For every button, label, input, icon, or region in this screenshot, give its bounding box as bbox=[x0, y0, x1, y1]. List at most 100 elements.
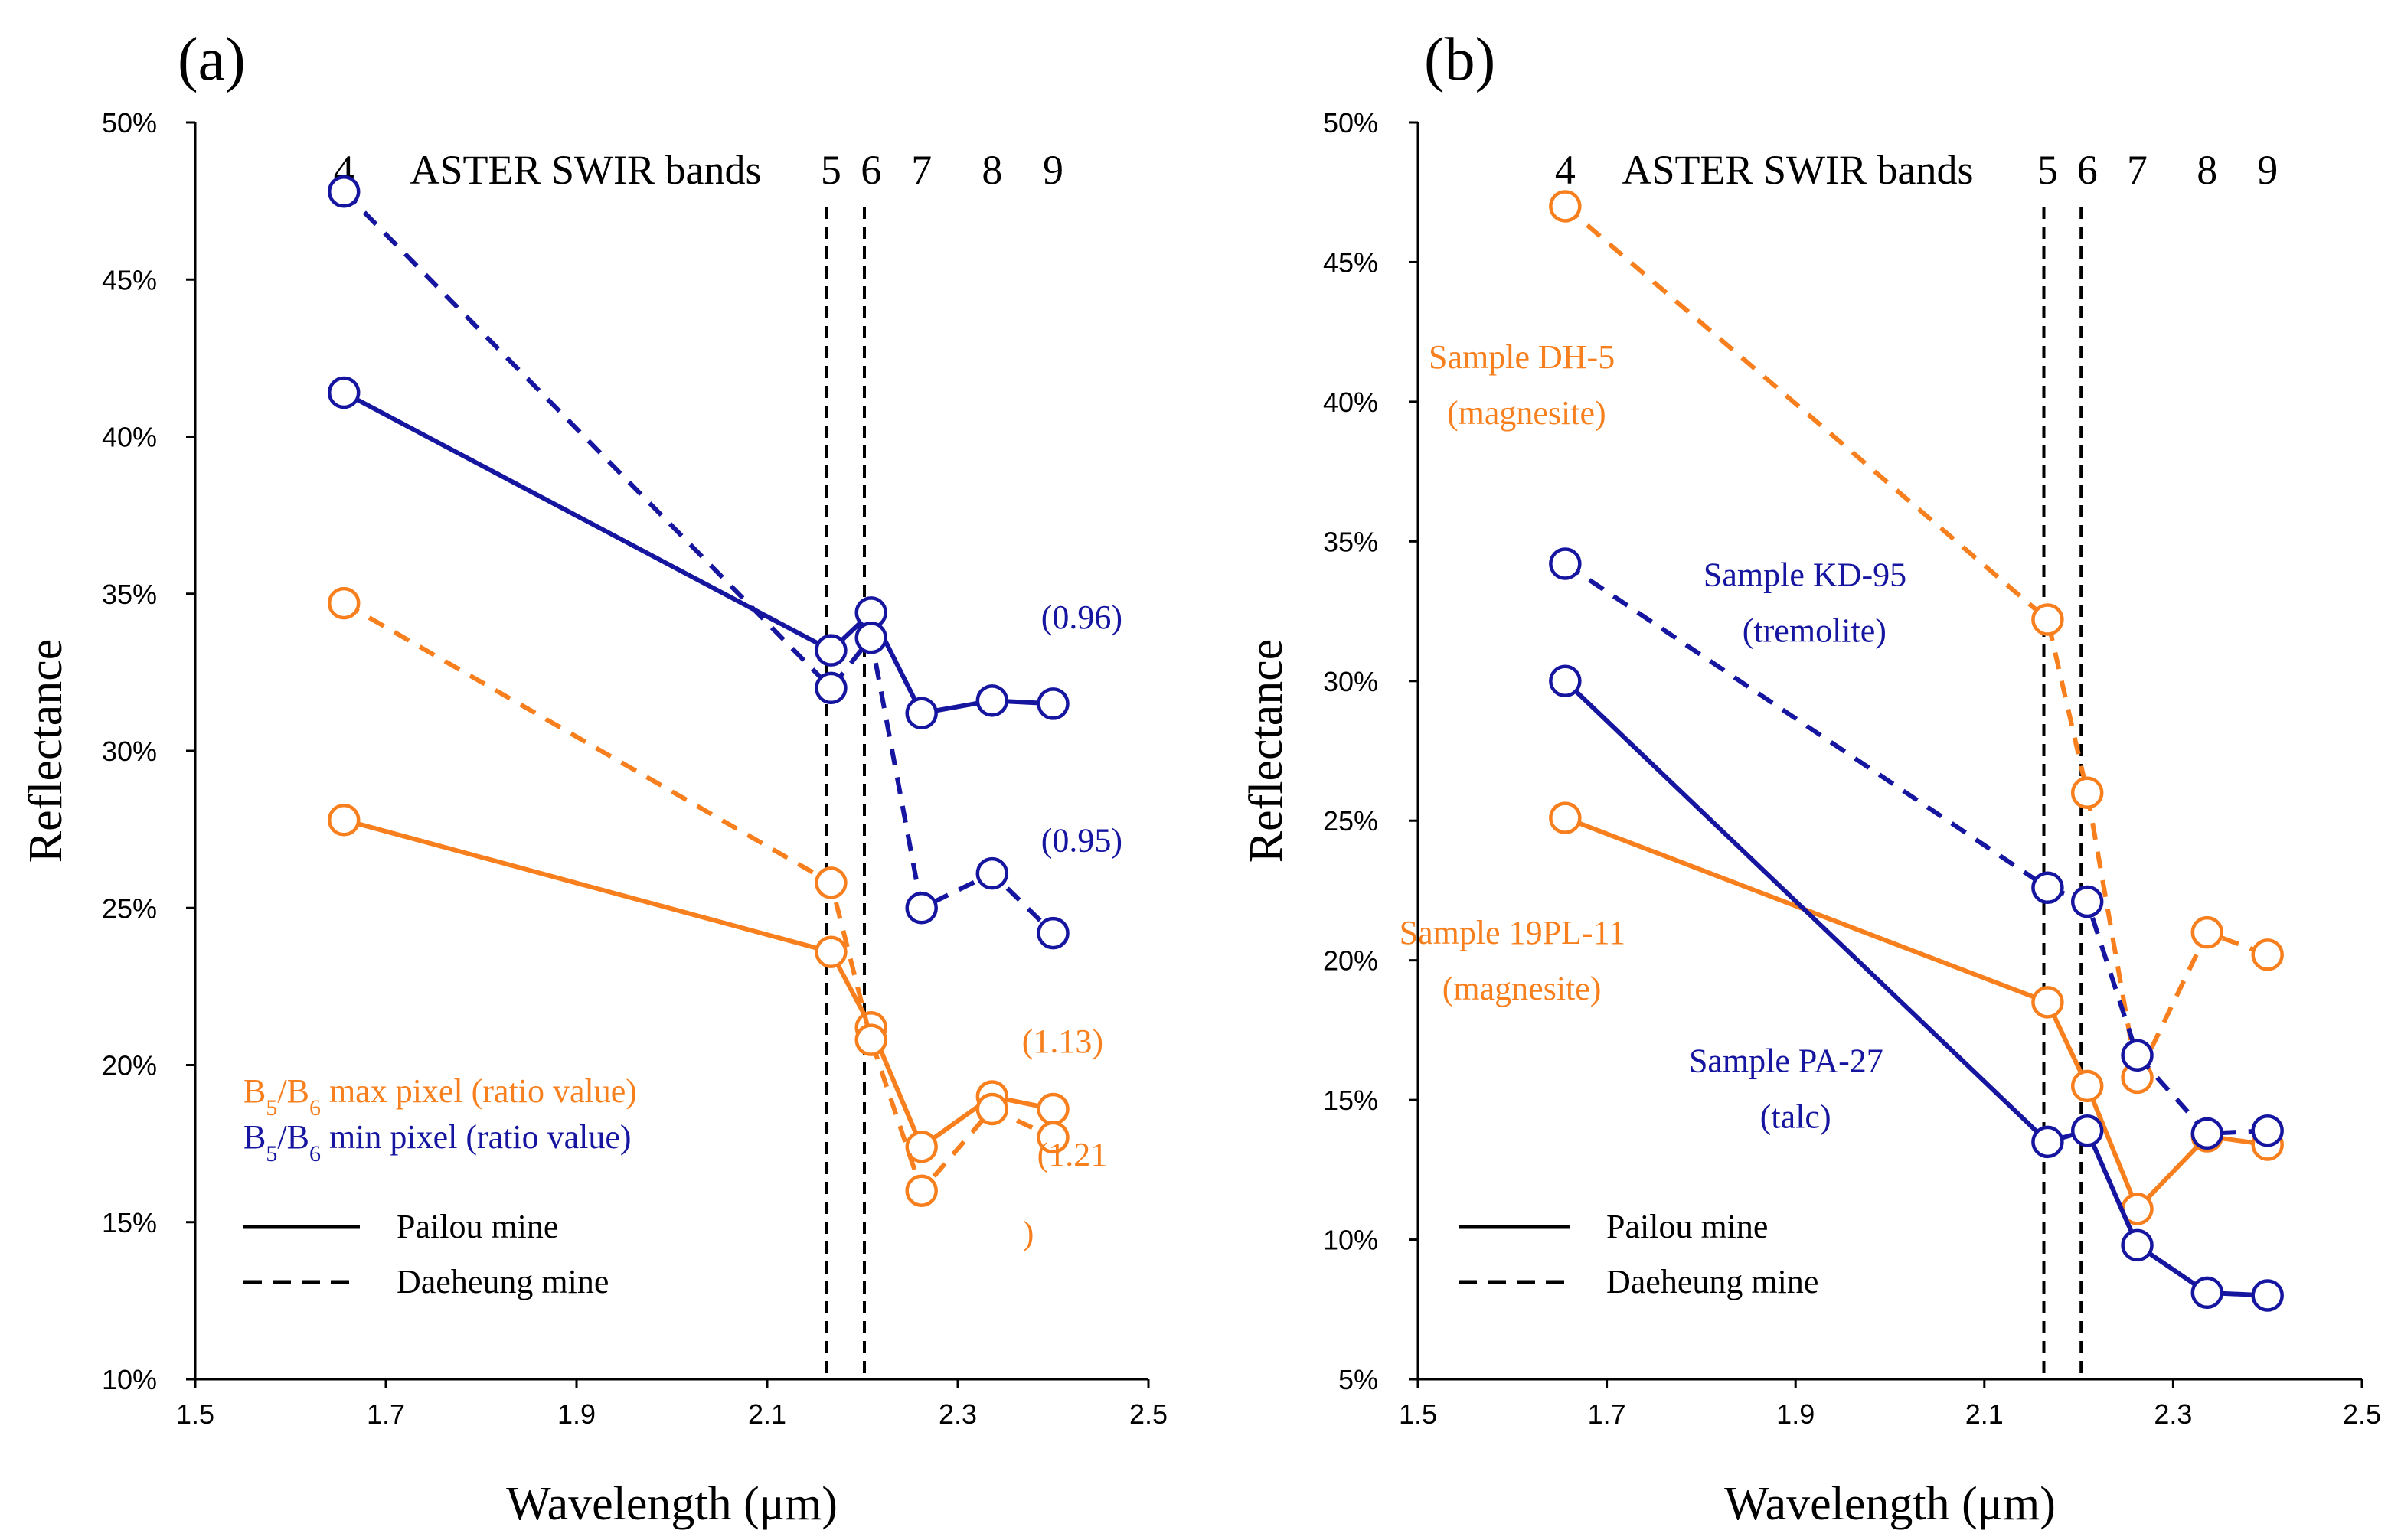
annotation-label: (magnesite) bbox=[1442, 970, 1602, 1007]
band-number-label: 5 bbox=[2037, 147, 2058, 193]
series-line-0 bbox=[1563, 204, 2269, 1080]
data-point-marker bbox=[854, 621, 887, 654]
x-tick-label: 2.1 bbox=[1965, 1398, 2004, 1430]
y-tick-label: 5% bbox=[1338, 1364, 1378, 1395]
band-number-label: 6 bbox=[2077, 147, 2098, 193]
data-point-marker bbox=[905, 1130, 938, 1163]
x-tick-label: 1.7 bbox=[1588, 1398, 1626, 1430]
data-point-marker bbox=[854, 1023, 887, 1056]
data-point-marker bbox=[327, 175, 361, 208]
data-point-marker bbox=[815, 866, 848, 899]
legend-text-part: min pixel (ratio value) bbox=[321, 1118, 632, 1156]
x-tick-label: 2.5 bbox=[1129, 1398, 1168, 1430]
data-point-marker bbox=[2190, 915, 2224, 949]
data-point-marker bbox=[2251, 938, 2284, 971]
data-point-marker bbox=[815, 634, 848, 667]
band-number-label: 9 bbox=[2257, 147, 2278, 193]
legend-subscript: 5 bbox=[266, 1095, 277, 1121]
x-tick-label: 2.3 bbox=[2154, 1398, 2192, 1430]
legend-subscript: 5 bbox=[266, 1141, 277, 1166]
annotation-label: (1.21 bbox=[1037, 1136, 1108, 1173]
legend-subscript: 6 bbox=[309, 1141, 321, 1166]
y-axis-title: Reflectance bbox=[20, 639, 72, 863]
band-number-label: 7 bbox=[2127, 147, 2148, 193]
y-tick-label: 25% bbox=[1323, 805, 1378, 837]
annotation-label: Sample DH-5 bbox=[1429, 338, 1615, 376]
data-point-marker bbox=[1037, 687, 1070, 720]
band-number-label: 8 bbox=[982, 147, 1002, 193]
annotation-label: Sample KD-95 bbox=[1704, 556, 1906, 594]
data-point-marker bbox=[2031, 871, 2064, 905]
band-number-label: 7 bbox=[911, 147, 932, 193]
legend-line-label: Daeheung mine bbox=[1606, 1263, 1818, 1300]
data-point-marker bbox=[2121, 1228, 2154, 1262]
series-line-1 bbox=[342, 190, 1055, 935]
panel-label: (a) bbox=[178, 26, 246, 93]
data-point-marker bbox=[2251, 1114, 2284, 1147]
y-tick-label: 10% bbox=[1323, 1225, 1378, 1256]
x-tick-label: 1.9 bbox=[557, 1398, 596, 1430]
panel-label: (b) bbox=[1424, 26, 1495, 93]
data-point-marker bbox=[2031, 986, 2064, 1019]
data-point-marker bbox=[975, 684, 1009, 717]
legend-subscript: 6 bbox=[309, 1095, 321, 1121]
series-line-2 bbox=[1563, 562, 2268, 1136]
data-point-marker bbox=[1549, 547, 1582, 580]
y-axis-title: Reflectance bbox=[1240, 639, 1292, 863]
data-point-marker bbox=[1037, 1092, 1070, 1126]
x-tick-label: 2.3 bbox=[939, 1398, 977, 1430]
data-point-marker bbox=[2070, 1069, 2104, 1103]
panel-b: (b) 5% 10% 15% 20% 25% 30% 35% 40% 45% 50% 1.5 1.7 1.… bbox=[1240, 26, 2381, 1530]
legend-color-entry: B5/B6 max pixel (ratio value) bbox=[243, 1072, 637, 1121]
legend-text-part: /B bbox=[277, 1118, 309, 1156]
panel-a: (a) 10% 15% 20% 25% 30% 35% 40% 45% 50% 1.5 1.7 1.9 2… bbox=[20, 26, 1168, 1530]
data-point-marker bbox=[2251, 1279, 2284, 1312]
y-tick-label: 35% bbox=[102, 579, 157, 610]
data-point-marker bbox=[905, 697, 938, 729]
data-point-marker bbox=[815, 935, 848, 968]
legend-line-label: Pailou mine bbox=[397, 1208, 558, 1245]
annotation-label: Sample 19PL-11 bbox=[1400, 914, 1625, 951]
band-number-label: 9 bbox=[1043, 147, 1063, 193]
y-tick-label: 20% bbox=[1323, 945, 1378, 977]
data-point-marker bbox=[1037, 1121, 1070, 1154]
data-point-marker bbox=[2070, 776, 2104, 809]
x-tick-label: 1.5 bbox=[176, 1398, 214, 1430]
y-tick-label: 30% bbox=[1323, 666, 1378, 697]
legend-line-label: Pailou mine bbox=[1606, 1208, 1768, 1245]
band-number-label: 5 bbox=[821, 147, 841, 193]
data-point-marker bbox=[2190, 1276, 2224, 1310]
y-tick-label: 15% bbox=[102, 1207, 157, 1238]
data-point-marker bbox=[2031, 603, 2064, 636]
data-point-marker bbox=[1549, 801, 1582, 834]
x-axis-title: Wavelength (μm) bbox=[506, 1478, 838, 1530]
data-point-marker bbox=[815, 671, 848, 705]
annotation-label: (tremolite) bbox=[1743, 612, 1887, 650]
legend-text-part: B bbox=[243, 1118, 266, 1156]
data-point-marker bbox=[1549, 664, 1582, 698]
annotation-label: ) bbox=[1023, 1214, 1034, 1251]
annotation-label: Sample PA-27 bbox=[1689, 1042, 1883, 1080]
annotation-label: (1.13) bbox=[1022, 1023, 1103, 1060]
y-tick-label: 20% bbox=[102, 1050, 157, 1082]
band-number-label: 6 bbox=[861, 147, 881, 193]
y-tick-label: 15% bbox=[1323, 1085, 1378, 1116]
x-tick-label: 1.7 bbox=[367, 1398, 405, 1430]
x-tick-label: 1.5 bbox=[1399, 1398, 1437, 1430]
band-number-label: 4 bbox=[1555, 147, 1576, 193]
x-tick-label: 1.9 bbox=[1776, 1398, 1815, 1430]
legend-text-part: max pixel (ratio value) bbox=[321, 1072, 637, 1110]
data-point-marker bbox=[975, 856, 1009, 890]
x-tick-label: 2.1 bbox=[748, 1398, 786, 1430]
y-tick-label: 45% bbox=[1323, 246, 1378, 278]
band-number-label: 8 bbox=[2197, 147, 2217, 193]
legend-color-entry: B5/B6 min pixel (ratio value) bbox=[243, 1118, 632, 1166]
data-point-marker bbox=[2070, 1114, 2104, 1147]
band-title: ASTER SWIR bands bbox=[410, 147, 762, 193]
y-tick-label: 30% bbox=[102, 736, 157, 767]
annotation-label: (magnesite) bbox=[1447, 394, 1606, 432]
x-tick-label: 2.5 bbox=[2343, 1398, 2381, 1430]
data-point-marker bbox=[1037, 916, 1070, 950]
data-point-marker bbox=[2031, 1125, 2064, 1159]
band-title: ASTER SWIR bands bbox=[1622, 147, 1974, 193]
